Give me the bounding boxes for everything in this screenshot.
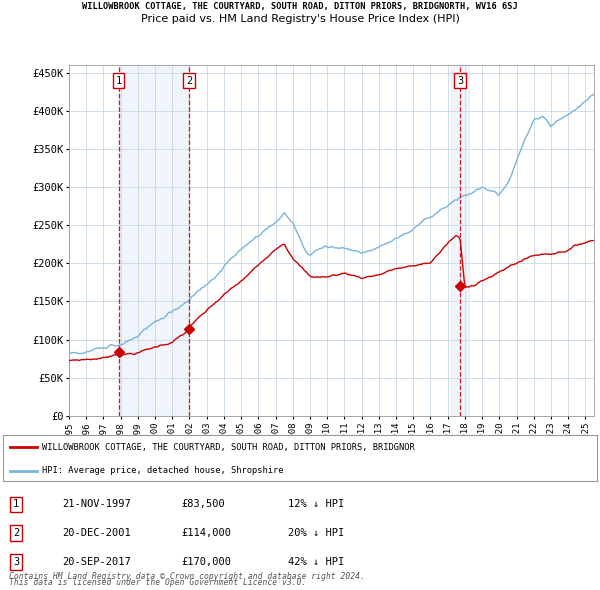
Text: 42% ↓ HPI: 42% ↓ HPI bbox=[288, 558, 344, 567]
Bar bbox=[451, 65, 469, 416]
Text: HPI: Average price, detached house, Shropshire: HPI: Average price, detached house, Shro… bbox=[41, 466, 283, 475]
Text: This data is licensed under the Open Government Licence v3.0.: This data is licensed under the Open Gov… bbox=[9, 578, 307, 587]
Text: 1: 1 bbox=[13, 500, 19, 509]
Text: Price paid vs. HM Land Registry's House Price Index (HPI): Price paid vs. HM Land Registry's House … bbox=[140, 14, 460, 24]
Bar bbox=[119, 65, 189, 416]
Text: WILLOWBROOK COTTAGE, THE COURTYARD, SOUTH ROAD, DITTON PRIORS, BRIDGNORTH, WV16 : WILLOWBROOK COTTAGE, THE COURTYARD, SOUT… bbox=[82, 2, 518, 11]
Text: 3: 3 bbox=[457, 76, 463, 86]
Text: £83,500: £83,500 bbox=[181, 500, 225, 509]
Text: 12% ↓ HPI: 12% ↓ HPI bbox=[288, 500, 344, 509]
Text: WILLOWBROOK COTTAGE, THE COURTYARD, SOUTH ROAD, DITTON PRIORS, BRIDGNOR: WILLOWBROOK COTTAGE, THE COURTYARD, SOUT… bbox=[41, 442, 415, 452]
Text: 2: 2 bbox=[13, 529, 19, 538]
Text: 20-SEP-2017: 20-SEP-2017 bbox=[62, 558, 131, 567]
Text: Contains HM Land Registry data © Crown copyright and database right 2024.: Contains HM Land Registry data © Crown c… bbox=[9, 572, 365, 581]
Text: 20-DEC-2001: 20-DEC-2001 bbox=[62, 529, 131, 538]
Text: 3: 3 bbox=[13, 558, 19, 567]
Text: 2: 2 bbox=[186, 76, 192, 86]
Text: £114,000: £114,000 bbox=[181, 529, 231, 538]
Text: 20% ↓ HPI: 20% ↓ HPI bbox=[288, 529, 344, 538]
Text: £170,000: £170,000 bbox=[181, 558, 231, 567]
Text: 21-NOV-1997: 21-NOV-1997 bbox=[62, 500, 131, 509]
Text: 1: 1 bbox=[116, 76, 122, 86]
